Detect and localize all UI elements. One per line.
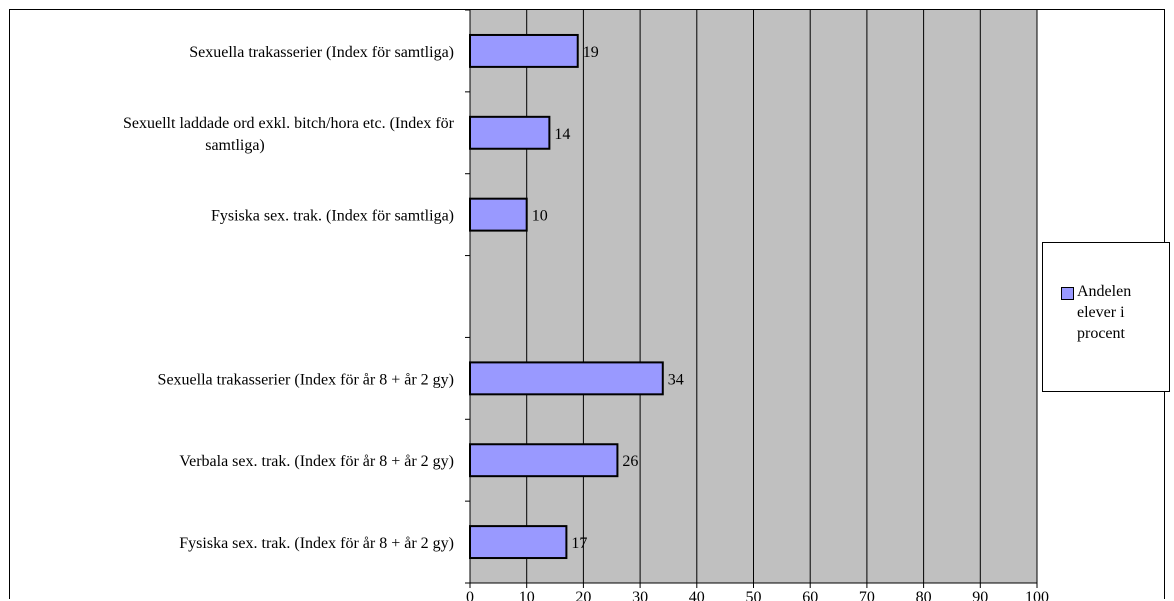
category-label: Verbala sex. trak. (Index för år 8 + år … bbox=[179, 453, 454, 470]
x-tick-label: 80 bbox=[916, 589, 932, 601]
bar bbox=[469, 33, 579, 68]
x-tick-label: 30 bbox=[632, 589, 648, 601]
bar bbox=[469, 361, 664, 396]
category-label: Fysiska sex. trak. (Index för år 8 + år … bbox=[179, 535, 454, 552]
legend-label-line: elever i bbox=[1077, 304, 1125, 321]
x-tick-label: 100 bbox=[1025, 589, 1049, 601]
category-label: Sexuellt laddade ord exkl. bitch/hora et… bbox=[123, 115, 455, 132]
data-label: 14 bbox=[554, 126, 570, 143]
legend-label: Andelen elever i procent bbox=[1077, 281, 1167, 344]
data-label: 17 bbox=[571, 535, 587, 552]
data-label: 26 bbox=[622, 453, 638, 470]
data-label: 10 bbox=[532, 208, 548, 225]
bar bbox=[469, 115, 551, 150]
legend-swatch bbox=[1061, 287, 1074, 300]
x-tick-label: 60 bbox=[802, 589, 818, 601]
legend: Andelen elever i procent bbox=[1042, 242, 1170, 392]
legend-label-line: procent bbox=[1077, 325, 1125, 342]
x-tick-label: 10 bbox=[519, 589, 535, 601]
x-tick-label: 70 bbox=[859, 589, 875, 601]
bar bbox=[469, 525, 568, 560]
category-label: Fysiska sex. trak. (Index för samtliga) bbox=[211, 208, 454, 225]
category-label: Sexuella trakasserier (Index för år 8 + … bbox=[158, 371, 454, 388]
bar bbox=[469, 197, 528, 232]
x-tick-label: 50 bbox=[746, 589, 762, 601]
legend-label-line: Andelen bbox=[1077, 283, 1132, 300]
x-tick-label: 90 bbox=[972, 589, 988, 601]
category-label: Sexuella trakasserier (Index för samtlig… bbox=[189, 44, 454, 61]
x-tick-label: 20 bbox=[575, 589, 591, 601]
data-label: 34 bbox=[668, 371, 684, 388]
bar bbox=[469, 443, 619, 478]
x-tick-label: 0 bbox=[466, 589, 474, 601]
category-label: samtliga) bbox=[205, 137, 265, 154]
x-tick-label: 40 bbox=[689, 589, 705, 601]
data-label: 19 bbox=[583, 44, 599, 61]
